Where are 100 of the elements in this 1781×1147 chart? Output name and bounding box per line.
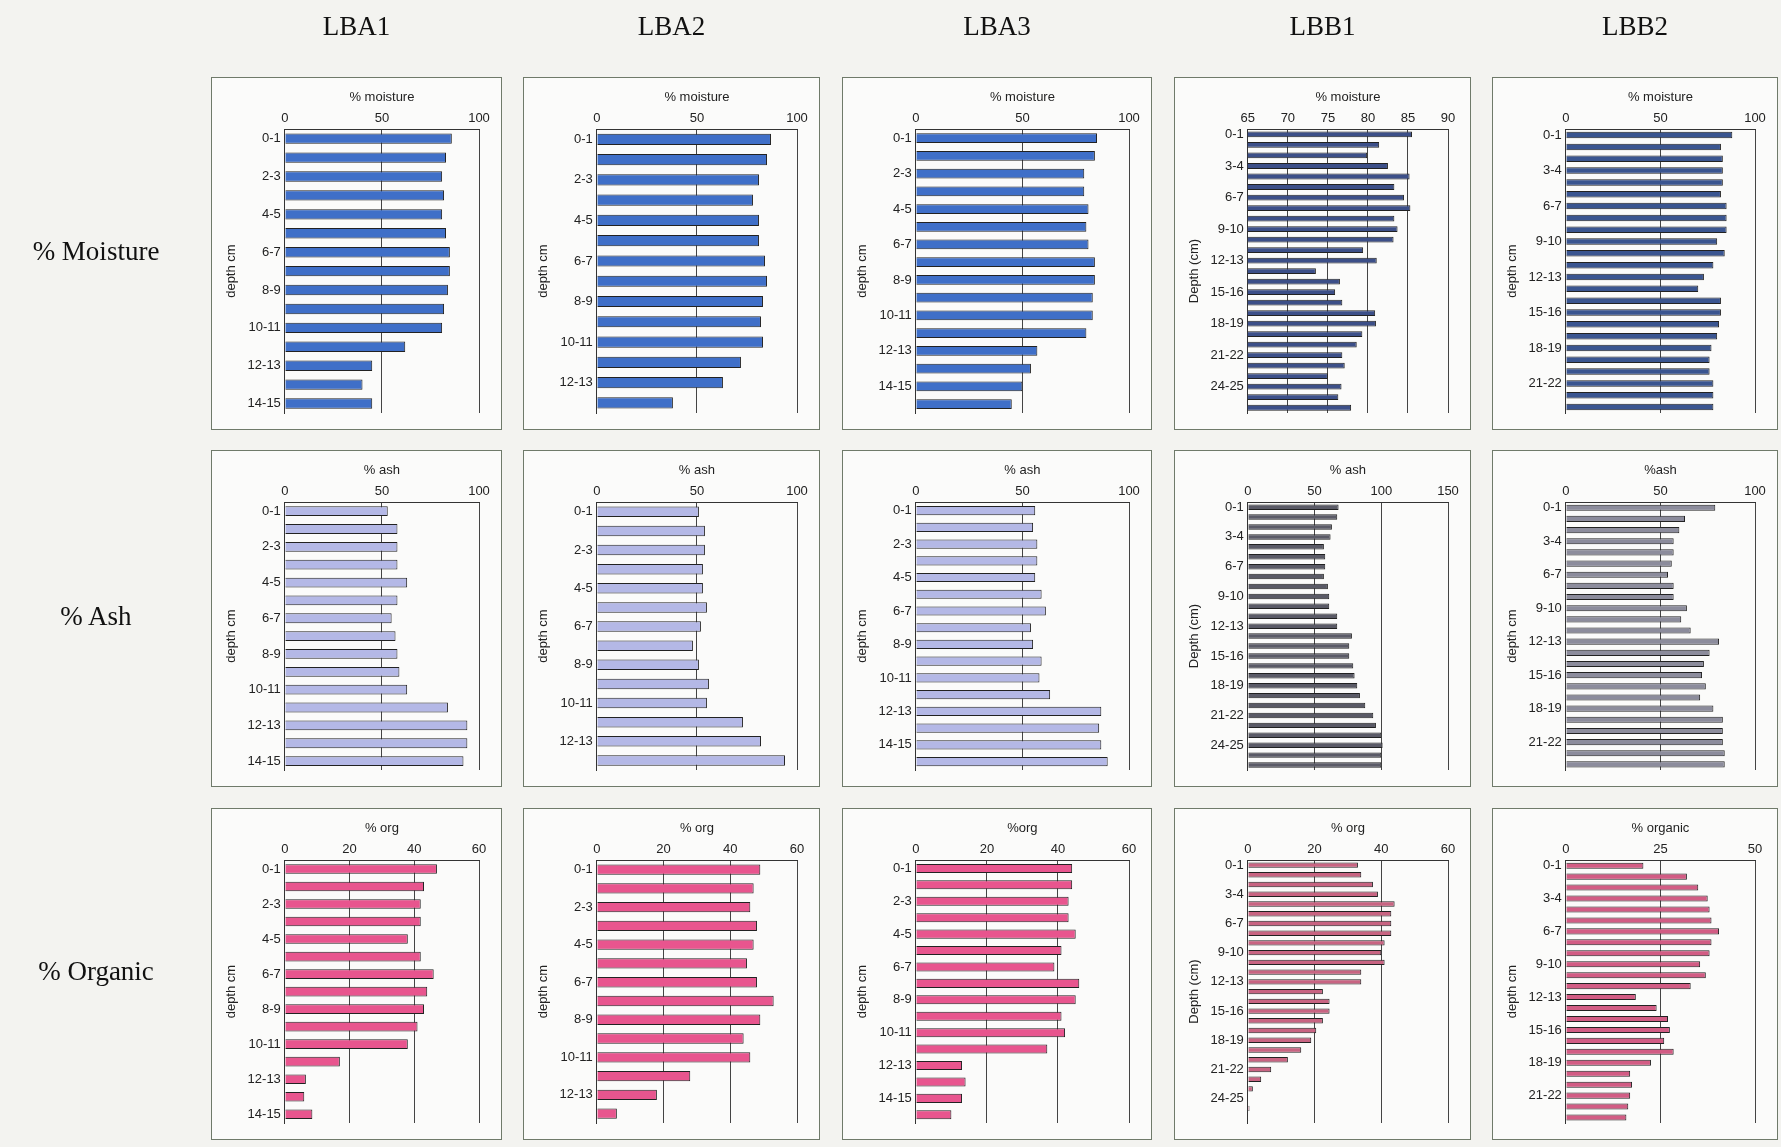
y-tick-label: 9-10 [1217,588,1244,603]
x-axis-title: %org [1007,820,1038,836]
y-tick-label: 6-7 [574,973,593,989]
y-tick-label: 0-1 [1225,126,1244,142]
y-tick-label: 0-1 [574,130,593,146]
y-tick-label: 8-9 [893,991,912,1007]
y-tick-label: 0-1 [893,859,912,875]
y-tick-label: 10-11 [560,333,593,349]
y-tick-label: 8-9 [262,1000,281,1016]
y-tick-label: 12-13 [559,732,593,748]
y-tick-label: 6-7 [1543,197,1562,213]
y-tick-label: 8-9 [262,645,281,661]
y-tick-label: 4-5 [574,579,593,595]
x-tick-label: 0 [281,482,289,498]
x-tick-label: 40 [1374,840,1389,856]
x-tick-label: 40 [723,840,738,856]
y-tick-label: 14-15 [878,736,912,752]
x-tick-label: 85 [1400,109,1416,125]
x-tick-label: 100 [468,109,490,125]
x-tick-label: 0 [593,482,601,498]
y-tick-label: 2-3 [262,538,281,554]
chart-title: LBA3 [962,11,1032,42]
x-tick-label: 50 [689,482,705,498]
y-tick-label: 12-13 [247,716,281,732]
y-tick-label: 6-7 [262,965,281,981]
y-tick-label: 12-13 [1210,617,1244,633]
y-axis-title: depth cm [535,609,551,663]
text: % Organic [37,956,155,987]
y-tick-label: 0-1 [262,860,281,876]
y-tick-label: 6-7 [1225,558,1244,574]
x-tick-label: 60 [789,840,805,856]
y-tick-label: 0-1 [1543,857,1562,873]
x-axis-title: % moisture [1627,89,1693,105]
y-tick-label: 3-4 [1225,528,1244,544]
y-tick-label: 15-16 [1210,1002,1244,1018]
y-tick-label: 6-7 [262,609,281,625]
y-tick-label: 18-19 [1528,700,1562,716]
y-tick-label: 12-13 [247,357,281,373]
y-tick-label: 0-1 [574,861,593,877]
y-axis-title: depth cm [535,244,551,298]
x-axis-title: % ash [1329,462,1366,478]
chart-title: LBB2 [1601,11,1669,42]
y-tick-label: 9-10 [1535,955,1562,971]
y-tick-label: 21-22 [1528,733,1562,749]
y-tick-label: 2-3 [893,165,912,181]
x-tick-label: 40 [407,840,422,856]
y-tick-label: 14-15 [878,1089,912,1105]
y-tick-label: 12-13 [1210,252,1244,268]
chart-title: LBB1 [1288,11,1357,42]
y-tick-label: 18-19 [1528,339,1562,355]
y-tick-label: 10-11 [248,681,281,697]
x-tick-label: 150 [1437,482,1459,498]
x-tick-label: 50 [374,109,390,125]
y-tick-label: 10-11 [560,694,593,710]
y-axis-title: depth cm [854,609,870,663]
y-tick-label: 8-9 [574,293,593,309]
x-tick-label: 0 [593,840,601,856]
x-tick-label: 0 [593,109,601,125]
x-tick-label: 0 [912,109,920,125]
x-tick-label: 0 [281,109,289,125]
x-tick-label: 0 [1244,482,1252,498]
y-tick-label: 21-22 [1528,1087,1562,1103]
y-tick-label: 15-16 [1528,1021,1562,1037]
y-tick-label: 14-15 [878,377,912,393]
x-tick-label: 100 [1118,109,1140,125]
y-tick-label: 0-1 [262,502,281,518]
y-tick-label: 0-1 [574,503,593,519]
y-tick-label: 2-3 [893,892,912,908]
y-axis-title: Depth (cm) [1186,238,1202,304]
x-tick-label: 100 [786,482,808,498]
x-tick-label: 50 [1653,482,1668,498]
y-tick-label: 0-1 [1543,126,1562,142]
y-tick-label: 15-16 [1210,283,1244,299]
y-tick-label: 6-7 [1225,915,1244,931]
y-tick-label: 24-25 [1210,1090,1244,1106]
y-tick-label: 2-3 [262,895,281,911]
y-tick-label: 4-5 [262,574,281,590]
x-tick-label: 50 [689,109,705,125]
x-axis-title: % ash [363,462,400,478]
y-tick-label: 2-3 [574,171,593,187]
y-tick-label: 12-13 [878,703,912,718]
x-tick-label: 50 [1307,482,1322,498]
x-axis-title: %ash [1644,462,1677,478]
y-tick-label: 6-7 [1225,189,1244,205]
y-tick-label: 4-5 [574,212,593,227]
y-tick-label: 18-19 [1210,1031,1244,1047]
x-axis-title: % org [1330,820,1365,836]
x-tick-label: 0 [1244,840,1252,856]
y-tick-label: 21-22 [1210,707,1244,723]
y-tick-label: 12-13 [1528,988,1562,1004]
x-tick-label: 40 [1050,840,1066,856]
y-tick-label: 3-4 [1543,890,1562,906]
x-axis-title: % moisture [664,89,730,105]
y-tick-label: 8-9 [893,271,912,287]
x-tick-label: 100 [786,109,808,125]
x-tick-label: 20 [979,840,995,856]
x-tick-label: 50 [374,482,390,498]
y-tick-label: 24-25 [1210,736,1244,752]
x-tick-label: 50 [1653,109,1668,125]
x-tick-label: 0 [281,840,289,856]
